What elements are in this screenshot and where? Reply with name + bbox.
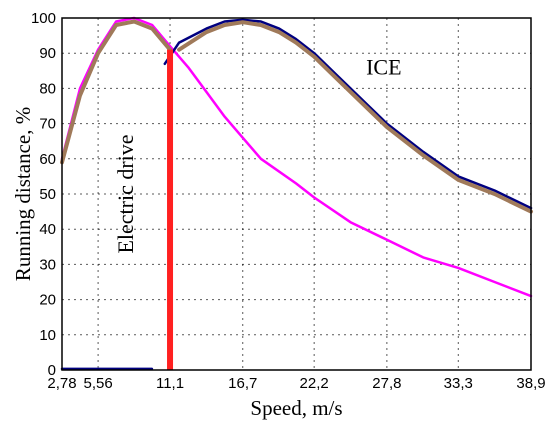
x-tick-label-3: 16,7	[228, 375, 257, 392]
x-tick-label-7: 38,9	[516, 375, 545, 392]
x-tick-label-5: 27,8	[372, 375, 401, 392]
y-tick-label-0: 0	[48, 362, 56, 379]
y-axis-title: Running distance, %	[11, 107, 35, 281]
x-tick-label-2: 11,1	[156, 375, 184, 392]
annotation-1: ICE	[366, 54, 401, 79]
plot-frame	[61, 17, 532, 371]
annotation-layer: Electric drive ICE	[113, 54, 411, 254]
x-tick-label-1: 5,56	[83, 375, 112, 392]
y-tick-label-10: 100	[31, 10, 56, 27]
x-tick-label-0: 2,78	[47, 375, 76, 392]
annotation-0: Electric drive	[113, 134, 138, 253]
y-tick-label-6: 60	[39, 151, 56, 168]
x-tick-label-4: 22,2	[300, 375, 329, 392]
y-tick-label-8: 80	[39, 80, 56, 97]
series-line-3	[177, 20, 533, 214]
tick-layer: 0 10 20 30 40 50 60 70 80 90 100 2,78 5,56 11,1 16,7 22…	[31, 10, 546, 392]
x-tick-label-6: 33,3	[444, 375, 473, 392]
series-line-0	[60, 16, 533, 298]
y-tick-label-2: 20	[39, 292, 56, 309]
y-tick-label-9: 90	[39, 45, 56, 62]
series-line-1	[60, 19, 172, 165]
y-tick-label-7: 70	[39, 116, 56, 133]
y-tick-label-4: 40	[39, 221, 56, 238]
y-tick-label-1: 10	[39, 327, 56, 344]
x-axis-title: Speed, m/s	[250, 396, 342, 420]
y-tick-label-3: 30	[39, 256, 56, 273]
y-tick-label-5: 50	[39, 186, 56, 203]
series-layer	[60, 16, 533, 371]
series-line-2	[163, 18, 533, 210]
grid-layer	[62, 18, 531, 370]
annotation-bg-1	[358, 54, 411, 81]
